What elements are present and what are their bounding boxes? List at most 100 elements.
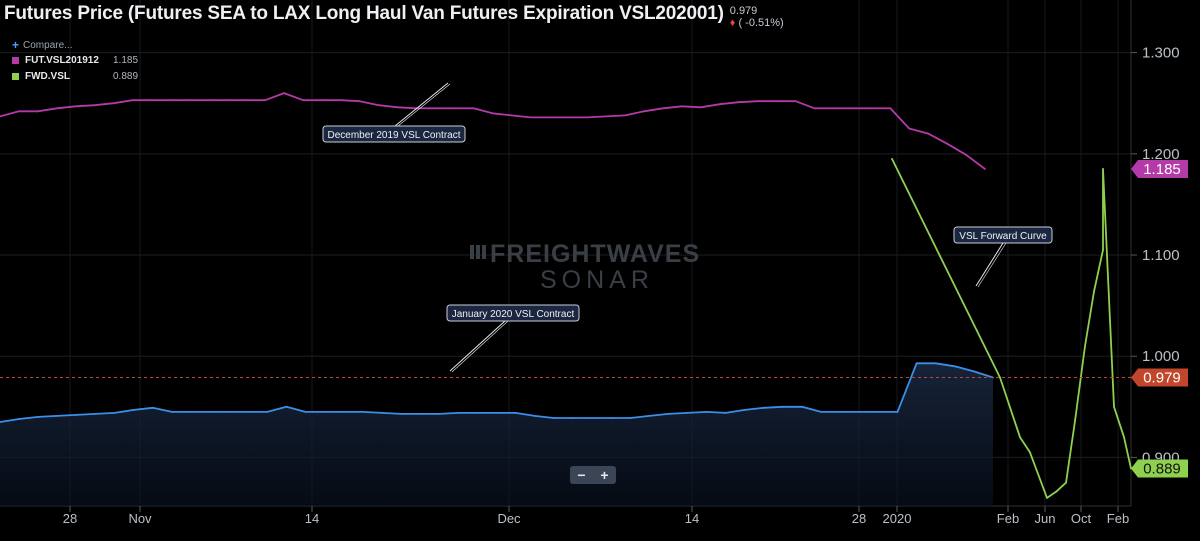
data-point-fut-vsl202001 [743,408,746,411]
legend-item-value: 0.889 [113,71,139,82]
x-tick-label: Nov [128,511,152,526]
data-point-fut-vsl201912 [662,107,664,110]
data-point-fut-vsl202001 [571,417,574,419]
data-point-fut-vsl202001 [18,418,20,420]
price-box: 0.979 ♦ ( -0.51%) [730,5,784,29]
annotation-label: December 2019 VSL Contract [327,130,460,141]
x-tick-label: Feb [997,511,1019,526]
annotation-label: VSL Forward Curve [959,231,1047,242]
data-point-fut-vsl201912 [548,116,551,119]
data-point-fut-vsl201912 [131,99,134,102]
x-tick-label: 14 [305,511,319,526]
chart-title: Futures Price (Futures SEA to LAX Long H… [4,3,724,24]
data-point-fut-vsl202001 [419,413,422,415]
data-point-fut-vsl202001 [514,411,517,414]
data-point-fut-vsl202001 [170,410,173,413]
data-point-fut-vsl202001 [801,405,803,408]
data-point-fut-vsl201912 [643,110,645,113]
data-point-fut-vsl201912 [93,104,96,107]
data-point-fwd-vsl [1102,249,1104,251]
annotation-pointer [975,242,1004,287]
data-point-fut-vsl201912 [718,103,721,106]
data-point-fut-vsl202001 [209,410,211,413]
data-point-fut-vsl202001 [476,411,479,414]
data-point-fut-vsl202001 [37,416,40,418]
price-tag-fwd-vsl-label: 0.889 [1143,461,1181,478]
x-tick-label: Dec [497,511,521,526]
data-point-fut-vsl202001 [228,410,231,413]
x-tick-label: 2020 [883,511,912,526]
data-point-fut-vsl202001 [591,417,593,419]
legend-item-name: FWD.VSL [25,71,70,82]
data-point-fut-vsl201912 [396,106,399,109]
data-point-fut-vsl201912 [321,99,323,102]
data-point-fut-vsl201912 [245,99,248,102]
data-point-fut-vsl202001 [724,411,727,414]
data-point-fut-vsl202001 [304,410,307,413]
data-point-fut-vsl202001 [438,413,441,415]
data-point-fut-vsl201912 [453,107,456,110]
data-point-fut-vsl202001 [190,410,192,413]
price-tag-fut-vsl201912-label: 1.185 [1143,161,1181,178]
x-tick-label: 28 [852,511,866,526]
legend: + Compare... FUT.VSL201912 1.185 FWD.VSL… [12,38,138,87]
annotation-pointer [449,320,506,372]
data-point-fut-vsl202001 [132,408,135,411]
data-point-fut-vsl202001 [457,411,460,414]
data-point-fut-vsl202001 [342,410,345,413]
data-point-fwd-vsl [1113,405,1115,408]
annotation-pointer [977,242,1007,288]
data-point-fut-vsl202001 [820,410,823,413]
y-tick-label: 1.300 [1142,45,1180,62]
data-point-fwd-vsl [1074,420,1076,422]
data-point-fwd-vsl [1102,168,1104,170]
annotation-label: January 2020 VSL Contract [452,309,575,320]
data-point-fut-vsl202001 [896,410,899,413]
data-point-fwd-vsl [1055,490,1057,493]
zoom-in-button[interactable]: + [600,467,609,483]
freightwaves-logo-icon [470,245,486,259]
data-point-fut-vsl202001 [667,413,670,415]
data-point-fut-vsl201912 [377,104,380,107]
data-point-fut-vsl202001 [381,411,383,414]
legend-item[interactable]: FUT.VSL201912 1.185 [12,55,138,66]
watermark-line1: FREIGHTWAVES [490,240,700,268]
price-change-text: ( -0.51%) [738,17,784,29]
legend-item[interactable]: FWD.VSL 0.889 [12,71,138,82]
data-point-fut-vsl201912 [681,105,683,108]
data-point-fut-vsl201912 [813,107,816,110]
legend-item-name: FUT.VSL201912 [25,55,99,66]
data-point-fut-vsl202001 [400,413,402,415]
data-point-fwd-vsl [1019,436,1021,439]
data-point-fut-vsl202001 [839,410,842,413]
data-point-fut-vsl201912 [832,107,835,110]
data-point-fut-vsl202001 [94,413,97,415]
data-point-fut-vsl202001 [151,406,154,409]
data-point-fut-vsl201912 [0,115,1,118]
data-point-fut-vsl201912 [74,105,77,108]
data-point-fut-vsl202001 [323,410,326,413]
data-point-fut-vsl202001 [953,365,956,368]
data-point-fut-vsl201912 [927,132,930,135]
data-point-fut-vsl202001 [762,406,765,409]
data-point-fut-vsl201912 [340,99,342,102]
data-point-fut-vsl202001 [495,411,498,414]
data-point-fut-vsl202001 [973,370,975,373]
data-point-fut-vsl202001 [610,417,612,419]
annotation-box [953,226,1053,244]
data-point-fut-vsl201912 [472,107,475,110]
data-point-fwd-vsl [999,376,1001,379]
data-point-fut-vsl202001 [361,410,364,413]
x-tick-label: 14 [685,511,699,526]
data-point-fut-vsl202001 [858,410,861,413]
chart-header: Futures Price (Futures SEA to LAX Long H… [4,3,784,29]
zoom-out-button[interactable]: − [577,467,586,483]
price-tag-fut-vsl202001 [1131,368,1188,387]
price-tag-fut-vsl202001-label: 0.979 [1143,369,1181,386]
y-tick-label: 1.000 [1142,348,1180,365]
data-point-fwd-vsl [1029,451,1031,454]
compare-button[interactable]: + Compare... [12,38,138,52]
data-point-fut-vsl201912 [188,99,191,102]
